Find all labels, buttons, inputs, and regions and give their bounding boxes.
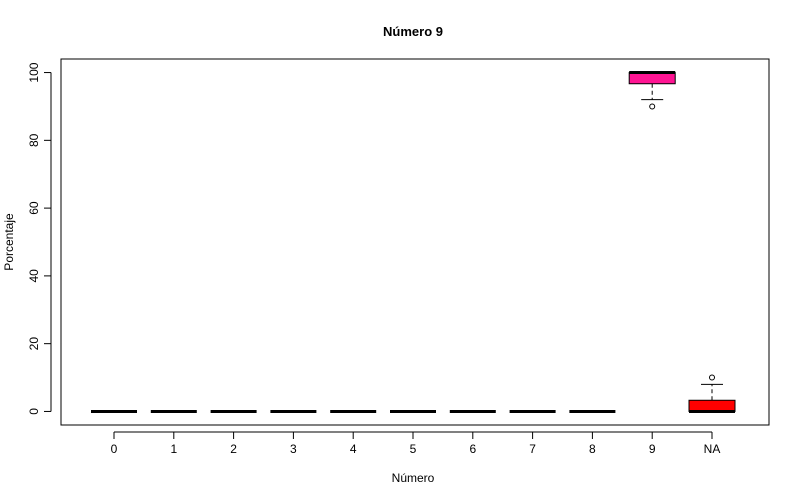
box-9 [628, 71, 676, 110]
x-tick-label: 0 [111, 442, 118, 456]
y-tick-label: 100 [27, 62, 41, 82]
y-axis: 0 20 40 60 80 100 [27, 62, 52, 415]
y-axis-label: Porcentaje [2, 213, 16, 271]
box-series [91, 71, 736, 413]
x-tick-label: 5 [410, 442, 417, 456]
y-tick-label: 40 [27, 269, 41, 283]
x-tick-label: 6 [469, 442, 476, 456]
y-tick-label: 0 [27, 408, 41, 415]
x-tick-label: 3 [290, 442, 297, 456]
x-tick-label: 7 [529, 442, 536, 456]
box-NA [688, 374, 736, 413]
y-tick-label: 20 [27, 337, 41, 351]
y-tick-label: 60 [27, 201, 41, 215]
chart-title: Número 9 [383, 24, 443, 39]
box-body [688, 399, 736, 412]
y-tick-label: 80 [27, 133, 41, 147]
x-tick-label: 8 [589, 442, 596, 456]
outlier-point [709, 374, 715, 381]
x-tick-label: 2 [230, 442, 237, 456]
x-tick-label: 4 [350, 442, 357, 456]
x-tick-label: NA [704, 442, 721, 456]
x-axis: 0 1 2 3 4 5 6 7 8 9 NA [111, 431, 721, 456]
box-body [628, 72, 676, 85]
x-tick-label: 9 [649, 442, 656, 456]
outlier-point [649, 103, 656, 110]
x-tick-label: 1 [170, 442, 177, 456]
x-axis-label: Número [392, 471, 435, 485]
plot-frame [60, 58, 770, 426]
